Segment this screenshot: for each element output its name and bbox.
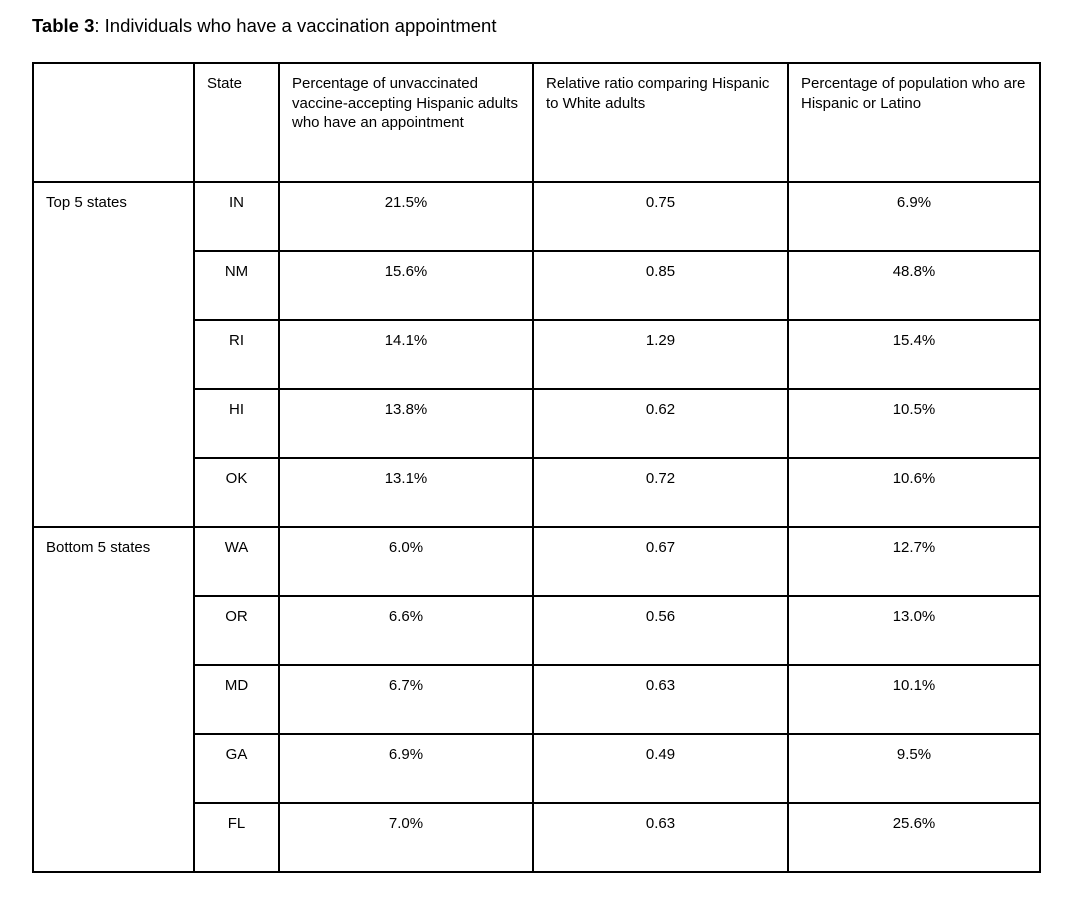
table-header-row: State Percentage of unvaccinated vaccine…: [32, 62, 1041, 183]
table-row: NM 15.6% 0.85 48.8%: [33, 250, 1041, 321]
table-row: Bottom 5 states WA 6.0% 0.67 12.7%: [32, 526, 1041, 873]
pct-appointment-cell: 13.8%: [278, 388, 534, 459]
state-cell: OK: [193, 457, 280, 528]
pct-hispanic-cell: 25.6%: [787, 802, 1041, 873]
header-cell-state: State: [193, 62, 280, 183]
relative-ratio-cell: 0.85: [532, 250, 789, 321]
header-cell-pct-hispanic: Percentage of population who are Hispani…: [787, 62, 1041, 183]
pct-hispanic-cell: 10.1%: [787, 664, 1041, 735]
state-cell: IN: [193, 181, 280, 252]
pct-appointment-cell: 7.0%: [278, 802, 534, 873]
state-cell: MD: [193, 664, 280, 735]
table-caption: Table 3: Individuals who have a vaccinat…: [32, 14, 1040, 38]
relative-ratio-cell: 0.63: [532, 664, 789, 735]
pct-appointment-cell: 6.9%: [278, 733, 534, 804]
group-cell-bottom5: Bottom 5 states: [32, 526, 195, 873]
pct-appointment-cell: 15.6%: [278, 250, 534, 321]
table-caption-text: : Individuals who have a vaccination app…: [94, 15, 497, 36]
pct-hispanic-cell: 13.0%: [787, 595, 1041, 666]
relative-ratio-cell: 1.29: [532, 319, 789, 390]
state-cell: OR: [193, 595, 280, 666]
state-cell: RI: [193, 319, 280, 390]
relative-ratio-cell: 0.56: [532, 595, 789, 666]
header-cell-empty: [32, 62, 195, 183]
pct-appointment-cell: 6.0%: [278, 526, 534, 597]
table-row: FL 7.0% 0.63 25.6%: [33, 802, 1041, 873]
table-row: OR 6.6% 0.56 13.0%: [33, 595, 1041, 666]
state-cell: HI: [193, 388, 280, 459]
state-cell: GA: [193, 733, 280, 804]
relative-ratio-cell: 0.72: [532, 457, 789, 528]
pct-appointment-cell: 13.1%: [278, 457, 534, 528]
table-row: HI 13.8% 0.62 10.5%: [33, 388, 1041, 459]
relative-ratio-cell: 0.63: [532, 802, 789, 873]
state-cell: WA: [193, 526, 280, 597]
relative-ratio-cell: 0.62: [532, 388, 789, 459]
state-cell: NM: [193, 250, 280, 321]
table-row: GA 6.9% 0.49 9.5%: [33, 733, 1041, 804]
pct-appointment-cell: 6.7%: [278, 664, 534, 735]
relative-ratio-cell: 0.49: [532, 733, 789, 804]
table-row: Top 5 states IN 21.5% 0.75 6.9%: [32, 181, 1041, 528]
table-row: OK 13.1% 0.72 10.6%: [33, 457, 1041, 528]
header-cell-relative-ratio: Relative ratio comparing Hispanic to Whi…: [532, 62, 789, 183]
relative-ratio-cell: 0.75: [532, 181, 789, 252]
pct-hispanic-cell: 9.5%: [787, 733, 1041, 804]
relative-ratio-cell: 0.67: [532, 526, 789, 597]
pct-hispanic-cell: 6.9%: [787, 181, 1041, 252]
state-cell: FL: [193, 802, 280, 873]
pct-hispanic-cell: 10.5%: [787, 388, 1041, 459]
pct-appointment-cell: 6.6%: [278, 595, 534, 666]
pct-appointment-cell: 14.1%: [278, 319, 534, 390]
table-row: MD 6.7% 0.63 10.1%: [33, 664, 1041, 735]
table-caption-label: Table 3: [32, 15, 95, 36]
group-cell-top5: Top 5 states: [32, 181, 195, 528]
pct-hispanic-cell: 48.8%: [787, 250, 1041, 321]
pct-hispanic-cell: 15.4%: [787, 319, 1041, 390]
pct-appointment-cell: 21.5%: [278, 181, 534, 252]
pct-hispanic-cell: 12.7%: [787, 526, 1041, 597]
header-cell-pct-appointment: Percentage of unvaccinated vaccine-accep…: [278, 62, 534, 183]
pct-hispanic-cell: 10.6%: [787, 457, 1041, 528]
vaccination-appointment-table: State Percentage of unvaccinated vaccine…: [32, 62, 1041, 873]
table-row: RI 14.1% 1.29 15.4%: [33, 319, 1041, 390]
